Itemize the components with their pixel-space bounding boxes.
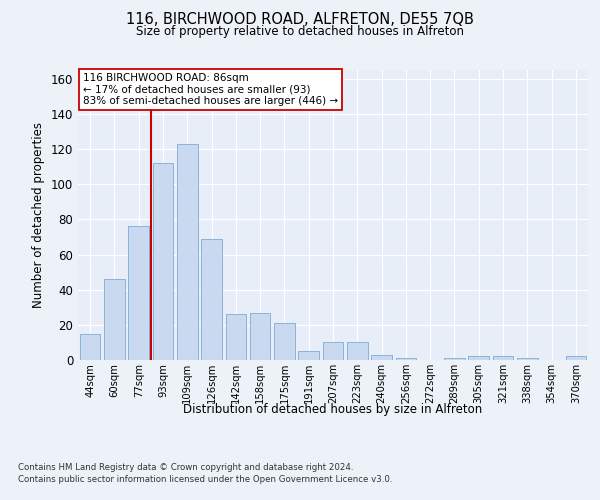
- Bar: [395, 358, 416, 360]
- Bar: [177, 144, 197, 360]
- Text: 116 BIRCHWOOD ROAD: 86sqm
← 17% of detached houses are smaller (93)
83% of semi-: 116 BIRCHWOOD ROAD: 86sqm ← 17% of detac…: [83, 73, 338, 106]
- Y-axis label: Number of detached properties: Number of detached properties: [32, 122, 45, 308]
- Bar: [298, 351, 319, 360]
- Bar: [274, 323, 295, 360]
- Bar: [250, 312, 271, 360]
- Text: Size of property relative to detached houses in Alfreton: Size of property relative to detached ho…: [136, 25, 464, 38]
- Bar: [469, 356, 489, 360]
- Text: Contains public sector information licensed under the Open Government Licence v3: Contains public sector information licen…: [18, 475, 392, 484]
- Text: Distribution of detached houses by size in Alfreton: Distribution of detached houses by size …: [184, 402, 482, 415]
- Bar: [566, 356, 586, 360]
- Bar: [371, 354, 392, 360]
- Bar: [347, 342, 368, 360]
- Bar: [104, 279, 125, 360]
- Bar: [323, 342, 343, 360]
- Text: 116, BIRCHWOOD ROAD, ALFRETON, DE55 7QB: 116, BIRCHWOOD ROAD, ALFRETON, DE55 7QB: [126, 12, 474, 28]
- Bar: [201, 238, 222, 360]
- Bar: [152, 163, 173, 360]
- Bar: [128, 226, 149, 360]
- Bar: [493, 356, 514, 360]
- Text: Contains HM Land Registry data © Crown copyright and database right 2024.: Contains HM Land Registry data © Crown c…: [18, 462, 353, 471]
- Bar: [80, 334, 100, 360]
- Bar: [444, 358, 465, 360]
- Bar: [226, 314, 246, 360]
- Bar: [517, 358, 538, 360]
